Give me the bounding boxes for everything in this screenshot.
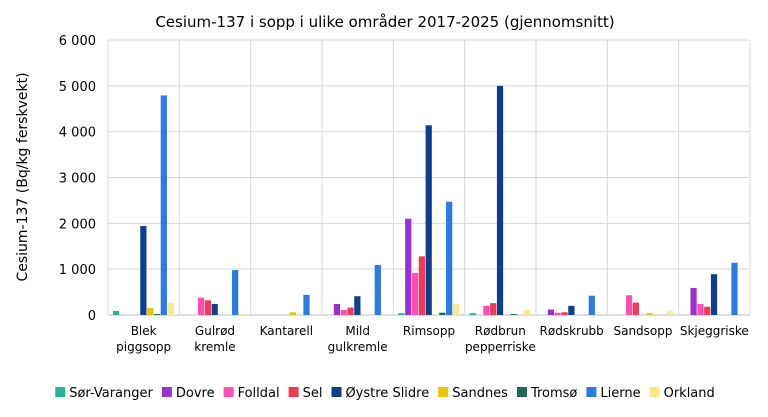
bar-øystre-slidre xyxy=(568,305,575,315)
bar-folldal xyxy=(197,297,205,315)
bar-sel xyxy=(347,307,354,315)
bar-sel xyxy=(418,256,425,315)
legend: Sør-Varanger Dovre Folldal Sel Øystre Slidre… xyxy=(55,386,715,401)
y-tick-label: 0 xyxy=(88,309,96,324)
x-tick-label: Sandsopp xyxy=(613,324,672,338)
y-tick-label: 4 000 xyxy=(59,126,96,141)
bar-øystre-slidre xyxy=(354,296,361,315)
bar-sandnes xyxy=(147,308,154,315)
y-tick-label: 2 000 xyxy=(59,217,96,232)
bar-dovre xyxy=(333,304,341,315)
bar-dovre xyxy=(405,218,412,315)
y-tick-label: 5 000 xyxy=(59,80,96,95)
legend-label: Sandnes xyxy=(452,386,508,401)
legend-swatch xyxy=(223,387,234,397)
bar-sandnes xyxy=(289,312,296,315)
x-tick-label: Rødskrubb xyxy=(540,324,604,338)
bar-sør-varanger xyxy=(469,313,476,315)
bar-orkland xyxy=(238,314,246,315)
legend-swatch xyxy=(288,387,299,397)
bar-lierne xyxy=(446,201,453,315)
y-axis-label: Cesium-137 (Bq/kg ferskvekt) xyxy=(15,72,31,281)
bar-folldal xyxy=(340,309,347,315)
bar-lierne xyxy=(731,262,738,315)
x-tick-label: Mild xyxy=(345,324,370,338)
bar-tromsø xyxy=(153,314,161,315)
bar-lierne xyxy=(588,295,595,315)
legend-label: Folldal xyxy=(238,386,280,401)
x-tick-layer: Blek piggsopp Gulrød kremle Kantarell Mild gul… xyxy=(116,324,749,354)
x-tick-label: Rimsopp xyxy=(403,324,455,338)
bar-øystre-slidre xyxy=(710,274,718,315)
bar-orkland xyxy=(666,310,674,315)
legend-swatch xyxy=(331,387,342,397)
x-tick-label: Kantarell xyxy=(260,324,313,338)
legend-label: Sør-Varanger xyxy=(69,386,153,401)
bar-folldal xyxy=(554,312,561,315)
bar-lierne xyxy=(160,95,167,315)
bar-sel xyxy=(704,306,711,315)
bar-orkland xyxy=(452,303,460,315)
bar-lierne xyxy=(374,265,381,315)
legend-label: Lierne xyxy=(600,386,640,401)
bar-sel xyxy=(561,312,568,315)
bar-lierne xyxy=(303,294,310,315)
bar-dovre xyxy=(690,287,697,315)
x-tick-label: piggsopp xyxy=(116,340,171,354)
bar-øystre-slidre xyxy=(425,125,432,315)
bar-sel xyxy=(632,302,639,315)
bar-sandnes xyxy=(646,313,653,315)
legend-swatch xyxy=(516,387,527,397)
x-tick-label: Rødbrun xyxy=(475,324,526,338)
y-tick-label: 1 000 xyxy=(59,263,96,278)
bar-sør-varanger xyxy=(112,310,120,315)
legend-label: Dovre xyxy=(176,386,215,401)
legend-swatch xyxy=(438,387,449,397)
bar-lierne xyxy=(232,270,239,315)
bar-folldal xyxy=(411,272,419,315)
legend-label: Øystre Slidre xyxy=(345,386,429,401)
y-tick-label: 3 000 xyxy=(59,172,96,187)
bar-orkland xyxy=(167,302,174,315)
legend-swatch xyxy=(649,387,660,397)
bar-dovre xyxy=(547,309,555,315)
x-tick-label: gulkremle xyxy=(328,340,388,354)
bar-folldal xyxy=(625,295,633,315)
x-tick-label: pepperriske xyxy=(465,340,536,354)
bar-orkland xyxy=(524,309,531,315)
x-tick-label: kremle xyxy=(194,340,235,354)
x-tick-label: Skjeggriske xyxy=(680,324,749,338)
legend-swatch xyxy=(586,387,597,397)
legend-label: Orkland xyxy=(664,386,715,401)
bar-layer xyxy=(112,85,738,315)
bar-tromsø xyxy=(510,314,517,315)
bar-folldal xyxy=(697,304,704,315)
bar-sel xyxy=(490,303,497,315)
bar-øystre-slidre xyxy=(211,304,218,315)
bar-øystre-slidre xyxy=(496,85,504,315)
y-tick-layer: 0 1 000 2 000 3 000 4 000 5 000 6 000 xyxy=(59,34,96,324)
x-tick-label: Blek xyxy=(131,324,157,338)
bar-folldal xyxy=(483,305,490,315)
bar-sel xyxy=(204,300,211,315)
x-tick-label: Gulrød xyxy=(195,324,235,338)
bar-tromsø xyxy=(439,312,446,315)
chart-title: Cesium-137 i sopp i ulike områder 2017-2… xyxy=(155,13,614,31)
bar-øystre-slidre xyxy=(140,226,147,315)
legend-swatch xyxy=(55,387,66,397)
bar-sør-varanger xyxy=(398,313,405,315)
legend-label: Sel xyxy=(303,386,323,401)
legend-swatch xyxy=(161,387,172,397)
y-tick-label: 6 000 xyxy=(59,34,96,49)
legend-label: Tromsø xyxy=(530,386,577,401)
